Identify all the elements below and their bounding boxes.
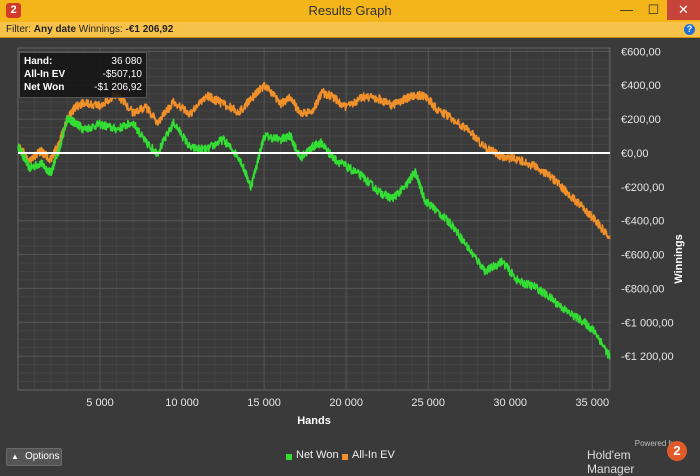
tooltip-ev-row: All-In EV -$507,10 <box>24 69 142 82</box>
y-tick-label: -€200,00 <box>621 182 664 194</box>
legend-net-won-label: Net Won <box>296 449 339 461</box>
x-tick-label: 10 000 <box>165 397 199 409</box>
plot-border <box>17 47 611 391</box>
x-tick-label: 30 000 <box>493 397 527 409</box>
hover-tooltip: Hand: 36 080 All-In EV -$507,10 Net Won … <box>19 52 147 98</box>
help-icon[interactable]: ? <box>684 24 695 35</box>
y-axis-title: Winnings <box>673 234 685 283</box>
y-tick-label: -€1 200,00 <box>621 351 674 363</box>
tooltip-hand-value: 36 080 <box>111 56 142 67</box>
x-tick-label: 20 000 <box>329 397 363 409</box>
x-tick-label: 35 000 <box>575 397 609 409</box>
y-tick-label: -€400,00 <box>621 216 664 228</box>
tooltip-net-row: Net Won -$1 206,92 <box>24 82 142 95</box>
series-line-all-in-ev <box>17 81 611 240</box>
x-axis-title: Hands <box>297 415 331 427</box>
tooltip-hand-label: Hand: <box>24 56 53 67</box>
x-tick-label: 5 000 <box>86 397 114 409</box>
x-tick-label: 15 000 <box>247 397 281 409</box>
y-tick-label: -€1 000,00 <box>621 317 674 329</box>
options-button[interactable]: ▲ Options <box>6 448 62 466</box>
brand-name: Hold'em Manager <box>587 448 635 476</box>
y-tick-label: -€600,00 <box>621 250 664 262</box>
brand-block: Powered by Hold'em Manager <box>587 439 677 476</box>
y-tick-label: €600,00 <box>621 46 661 58</box>
filter-date: Any date <box>33 24 77 35</box>
results-graph-svg: €600,00 €400,00 €200,00 €0,00 -€200,00 -€400,… <box>17 46 685 427</box>
tooltip-net-value: -$1 206,92 <box>94 82 142 93</box>
tooltip-net-label: Net Won <box>24 82 65 93</box>
winnings-value: -€1 206,92 <box>125 24 174 35</box>
y-tick-label: €400,00 <box>621 80 661 92</box>
y-tick-label: €200,00 <box>621 114 661 126</box>
series-line-net-won <box>17 115 611 360</box>
hm2-logo-icon: 2 <box>667 441 687 461</box>
results-chart: €600,00 €400,00 €200,00 €0,00 -€200,00 -€400,… <box>0 38 700 467</box>
x-tick-label: 25 000 <box>411 397 445 409</box>
powered-by-text: Powered by <box>634 439 677 448</box>
legend-all-in-ev-label: All-In EV <box>352 449 395 461</box>
title-bar: 2 Results Graph — ☐ ✕ <box>0 0 700 23</box>
chart-legend: Net Won All-In EV <box>286 449 426 463</box>
y-tick-label: -€800,00 <box>621 283 664 295</box>
legend-all-in-ev-swatch <box>342 454 348 460</box>
filter-summary: Filter: Any date Winnings: -€1 206,92 <box>6 22 173 37</box>
tooltip-ev-value: -$507,10 <box>102 69 142 80</box>
legend-net-won-swatch <box>286 454 292 460</box>
y-tick-label: €0,00 <box>621 148 649 160</box>
winnings-label: Winnings: <box>78 24 123 35</box>
tooltip-hand-row: Hand: 36 080 <box>24 56 142 69</box>
maximize-button[interactable]: ☐ <box>647 2 660 17</box>
filter-label: Filter: <box>6 24 31 35</box>
chevron-up-icon: ▲ <box>11 452 19 461</box>
filter-bar: Filter: Any date Winnings: -€1 206,92 ? <box>0 22 700 38</box>
options-label: Options <box>25 451 60 462</box>
app-logo-icon: 2 <box>6 3 21 18</box>
window-title: Results Graph <box>308 3 392 18</box>
close-button[interactable]: ✕ <box>667 0 700 20</box>
tooltip-ev-label: All-In EV <box>24 69 66 80</box>
minimize-button[interactable]: — <box>620 2 633 17</box>
